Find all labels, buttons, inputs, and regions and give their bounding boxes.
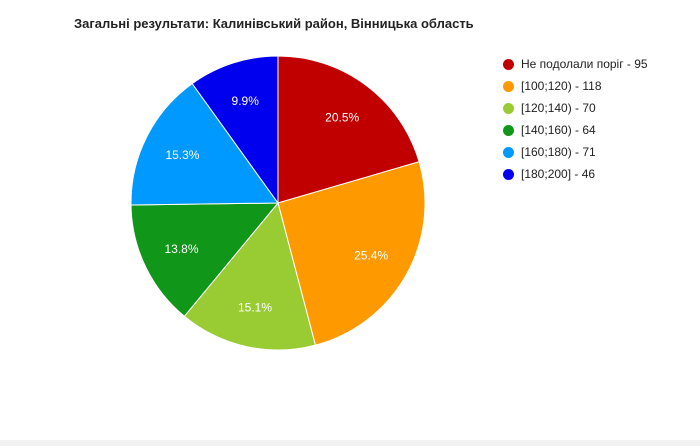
chart-legend: Не подолали поріг - 95 [100;120) - 118 [12… <box>503 53 648 185</box>
slice-label-0: 20.5% <box>325 110 359 124</box>
legend-item-3[interactable]: [140;160) - 64 <box>503 119 648 141</box>
legend-swatch <box>503 124 514 136</box>
legend-label: [120;140) - 70 <box>521 101 596 115</box>
legend-item-0[interactable]: Не подолали поріг - 95 <box>503 53 648 75</box>
legend-label: [140;160) - 64 <box>521 123 596 137</box>
legend-label: [160;180) - 71 <box>521 145 596 159</box>
chart-title: Загальні результати: Калинівський район,… <box>74 16 474 31</box>
pie-slice-4[interactable] <box>130 82 279 206</box>
legend-swatch <box>503 146 514 158</box>
legend-swatch <box>503 58 514 70</box>
legend-label: [100;120) - 118 <box>521 79 602 93</box>
legend-item-5[interactable]: [180;200] - 46 <box>503 163 648 185</box>
legend-item-4[interactable]: [160;180) - 71 <box>503 141 648 163</box>
legend-swatch <box>503 102 514 114</box>
legend-label: [180;200] - 46 <box>521 167 596 181</box>
slice-label-1: 25.4% <box>354 249 388 263</box>
legend-item-1[interactable]: [100;120) - 118 <box>503 75 648 97</box>
slice-label-4: 15.3% <box>165 148 199 162</box>
slice-label-5: 9.9% <box>232 94 260 108</box>
legend-swatch <box>503 80 514 92</box>
pie-slice-2[interactable] <box>183 201 317 351</box>
pie-slice-5[interactable] <box>191 55 279 205</box>
pie-slice-1[interactable] <box>277 161 426 346</box>
legend-item-2[interactable]: [120;140) - 70 <box>503 97 648 119</box>
pie-slice-0[interactable] <box>277 55 420 204</box>
pie-slice-3[interactable] <box>130 202 280 318</box>
legend-swatch <box>503 168 514 180</box>
slice-label-2: 15.1% <box>238 300 272 314</box>
slice-label-3: 13.8% <box>164 242 198 256</box>
legend-label: Не подолали поріг - 95 <box>521 57 648 71</box>
bottom-divider <box>0 440 700 446</box>
